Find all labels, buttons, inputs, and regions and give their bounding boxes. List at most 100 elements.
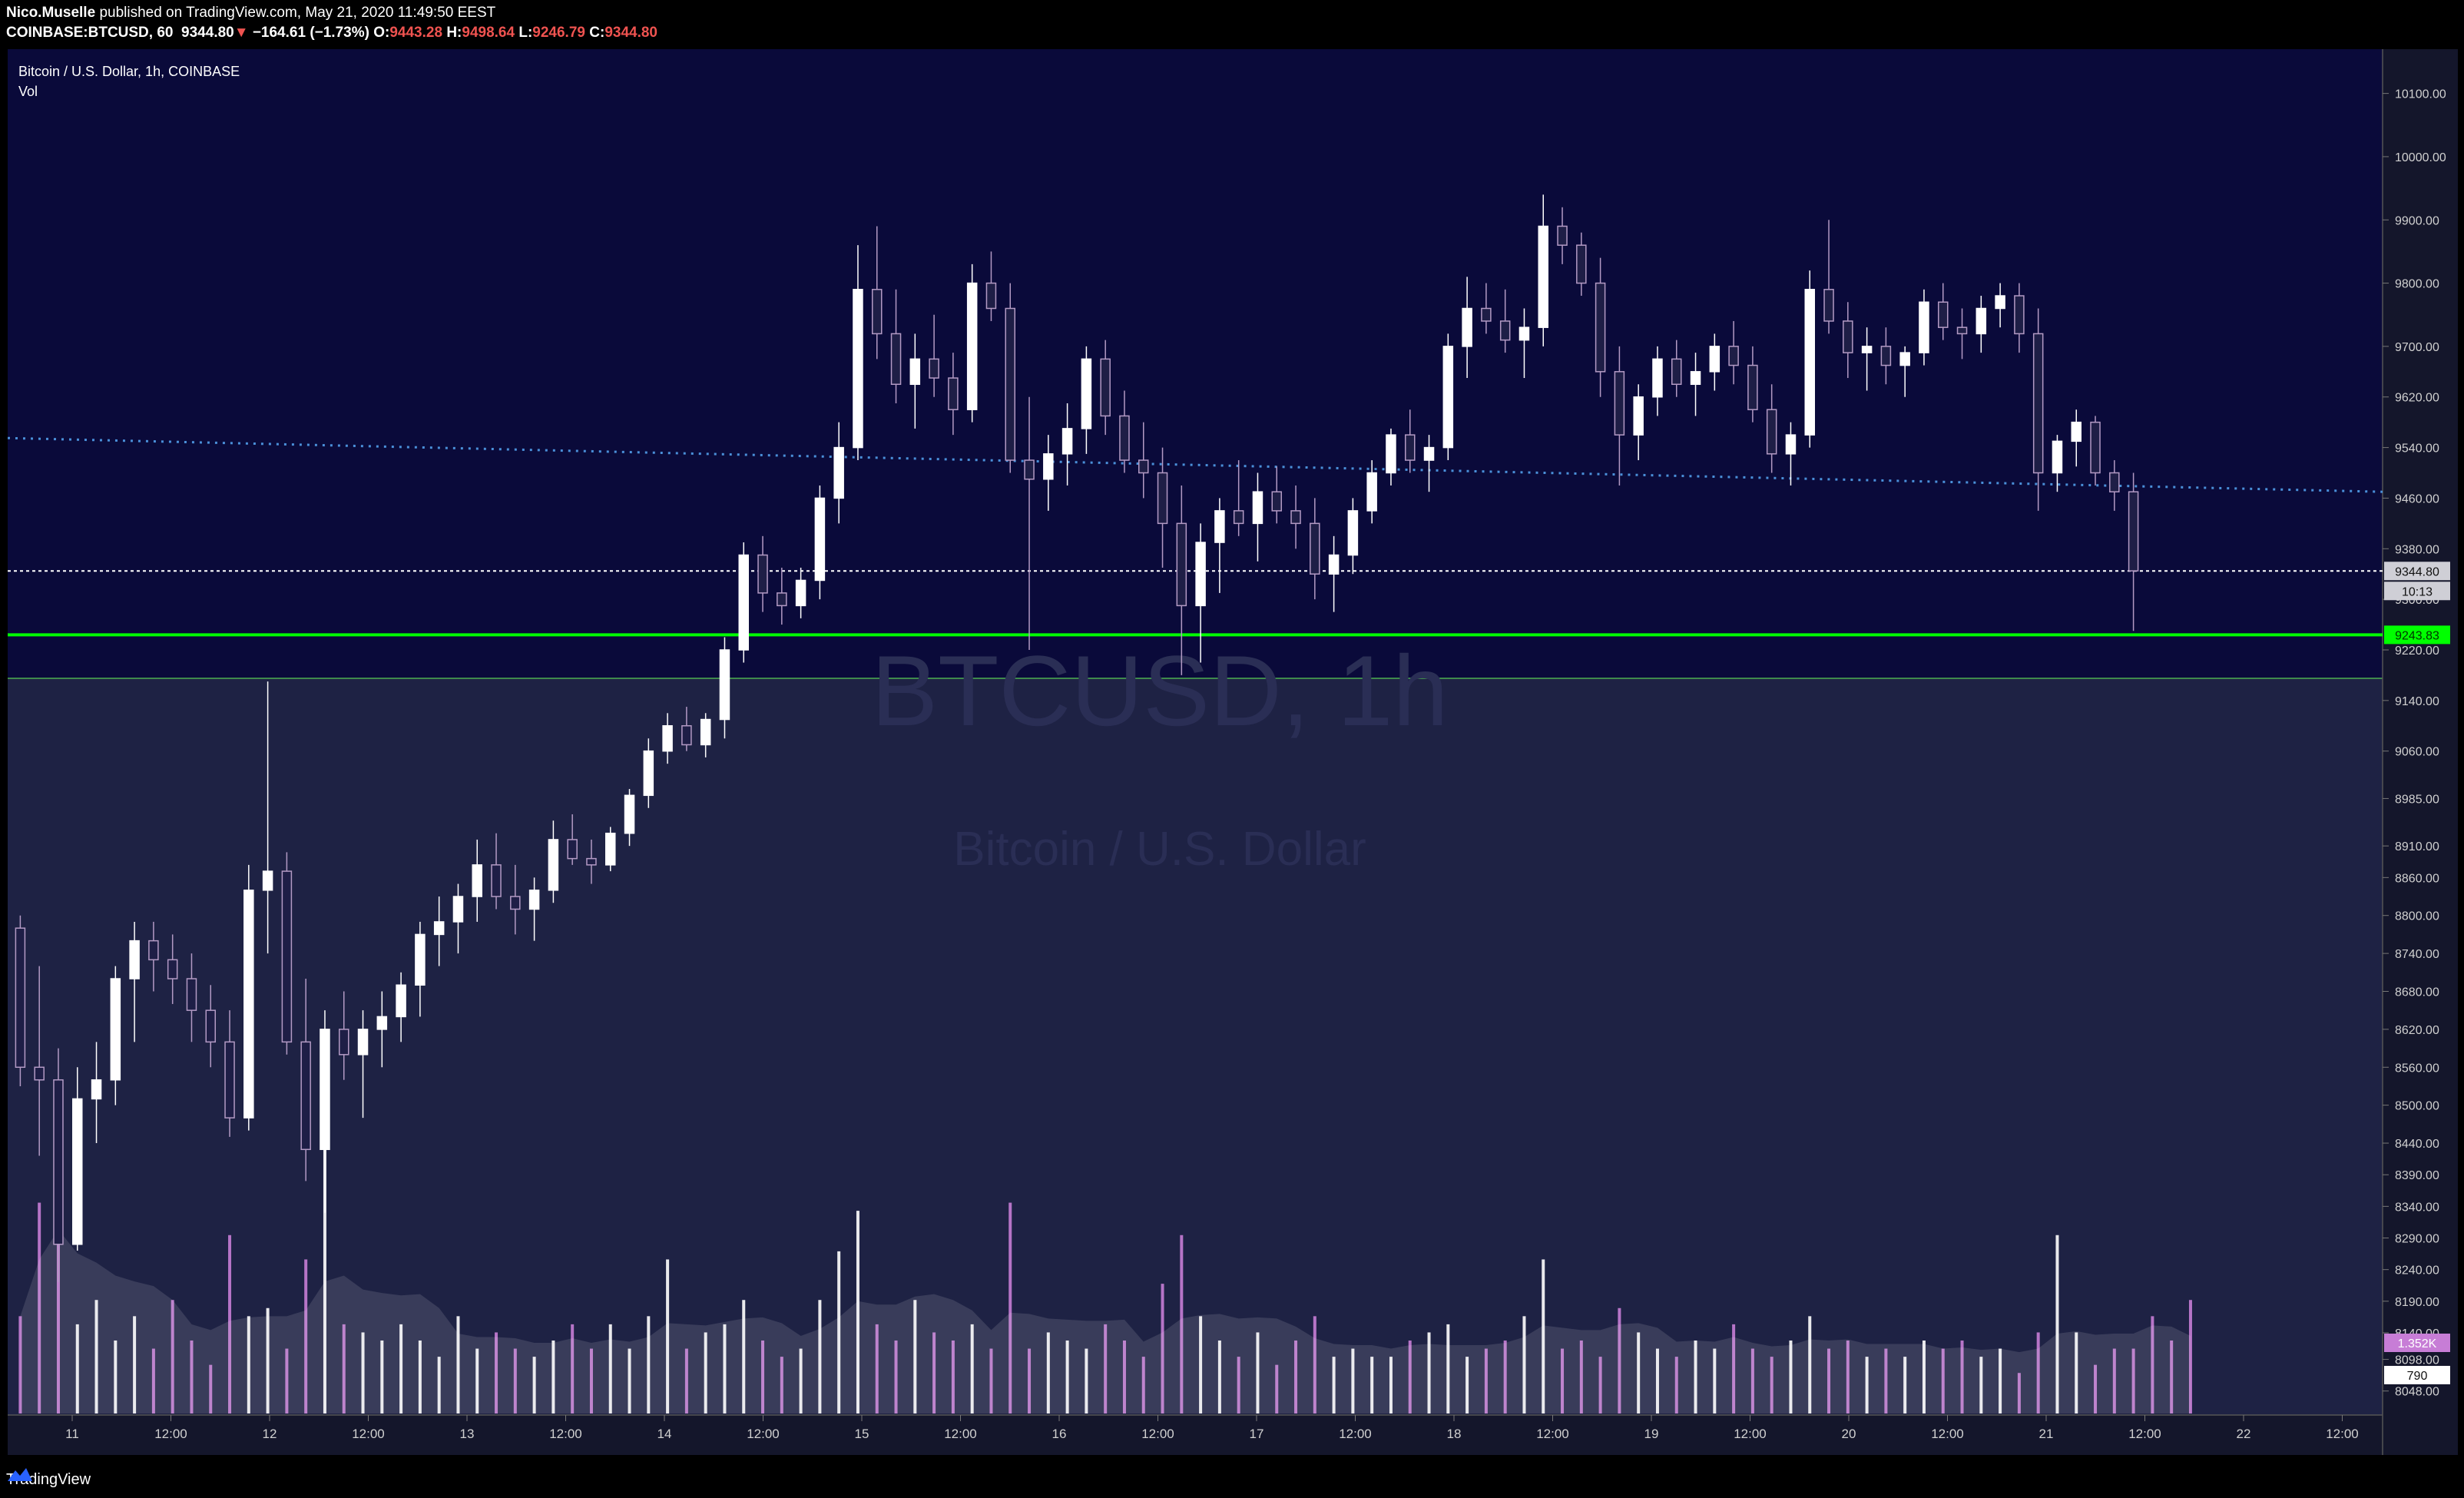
volume-bar — [1732, 1324, 1736, 1413]
y-tick-label: 8860.00 — [2395, 872, 2439, 885]
x-tick-label: 15 — [855, 1427, 869, 1441]
y-tick-label: 9540.00 — [2395, 442, 2439, 456]
candle-body — [1766, 409, 1777, 455]
y-tick-label: 8560.00 — [2395, 1062, 2439, 1075]
candle-body — [1595, 282, 1606, 373]
candle-body — [985, 282, 997, 310]
candle-body — [186, 978, 197, 1011]
volume-bar — [209, 1364, 213, 1413]
author-name[interactable]: Nico.Muselle — [6, 5, 96, 21]
y-tick-label: 9140.00 — [2395, 695, 2439, 708]
chart-area[interactable]: BTCUSD, 1h Bitcoin / U.S. Dollar 10100.00 1… — [8, 49, 2458, 1455]
volume-bar — [399, 1324, 403, 1413]
x-tick-label: 22 — [2237, 1427, 2251, 1441]
candle-body — [909, 358, 921, 386]
candle-body — [1214, 510, 1225, 543]
candle-body — [1671, 358, 1682, 386]
volume-bar — [190, 1341, 194, 1413]
volume-bar — [475, 1348, 479, 1413]
low-value: 9246.79 — [532, 25, 585, 41]
candle-body — [624, 794, 635, 834]
candle-body — [1061, 428, 1073, 455]
volume-bar — [589, 1348, 593, 1413]
candle-body — [890, 333, 902, 386]
volume-bar — [856, 1211, 859, 1413]
high-value: 9498.64 — [462, 25, 515, 41]
x-tick-label: 12:00 — [2326, 1427, 2359, 1441]
volume-bar — [361, 1332, 365, 1413]
legend-symbol[interactable]: Bitcoin / U.S. Dollar, 1h, COINBASE — [18, 64, 240, 79]
volume-bar — [628, 1348, 631, 1413]
volume-bar — [1427, 1332, 1431, 1413]
watermark-title: BTCUSD, 1h — [871, 635, 1448, 747]
x-tick-label: 12:00 — [1734, 1427, 1767, 1441]
candle-body — [1310, 522, 1320, 575]
volume-bar — [1846, 1341, 1850, 1413]
candle-body — [148, 940, 159, 961]
volume-bar — [342, 1324, 346, 1413]
volume-bar — [780, 1357, 783, 1413]
price-axis-bg — [2383, 49, 2458, 1455]
y-tick-label: 9060.00 — [2395, 746, 2439, 759]
volume-bar — [1256, 1332, 1260, 1413]
volume-bar — [1122, 1341, 1126, 1413]
candle-body — [1690, 371, 1701, 386]
candle-body — [929, 358, 939, 379]
y-tick-label: 8290.00 — [2395, 1233, 2439, 1246]
volume-bar — [1503, 1341, 1507, 1413]
volume-bar — [684, 1348, 688, 1413]
candle-body — [300, 1041, 311, 1151]
candle-body — [415, 933, 426, 986]
y-tick-label: 9700.00 — [2395, 341, 2439, 354]
volume-bar — [1827, 1348, 1831, 1413]
candle-body — [1386, 434, 1396, 474]
candle-body — [396, 984, 406, 1018]
volume-bar — [56, 1170, 60, 1413]
legend-volume[interactable]: Vol — [18, 84, 38, 99]
volume-bar — [1637, 1332, 1641, 1413]
candle-body — [1728, 346, 1739, 366]
candle-body — [738, 554, 749, 651]
volume-bar — [1542, 1259, 1545, 1413]
candle-body — [1614, 371, 1625, 436]
volume-bar — [1294, 1341, 1298, 1413]
candle-body — [34, 1066, 45, 1081]
y-tick-label: 8048.00 — [2395, 1386, 2439, 1399]
candle-body — [605, 832, 616, 866]
y-tick-label: 8985.00 — [2395, 793, 2439, 806]
volume-bar — [1446, 1324, 1450, 1413]
volume-bar — [894, 1341, 898, 1413]
candle-body — [339, 1029, 349, 1056]
y-tick-label: 8620.00 — [2395, 1024, 2439, 1037]
volume-bar — [1085, 1348, 1088, 1413]
x-tick-label: 12:00 — [1141, 1427, 1174, 1441]
volume-bar — [1979, 1357, 1983, 1413]
candle-body — [1633, 396, 1644, 436]
price-chart-svg[interactable]: BTCUSD, 1h Bitcoin / U.S. Dollar 10100.00 1… — [8, 49, 2458, 1455]
candle-body — [1100, 358, 1111, 417]
candle-body — [1919, 301, 1929, 353]
candle-body — [1709, 346, 1720, 373]
candle-body — [1518, 326, 1530, 341]
candle-body — [2052, 440, 2063, 474]
candle-body — [1576, 244, 1587, 284]
volume-bar — [1104, 1324, 1108, 1413]
tradingview-logo-icon[interactable] — [6, 1466, 34, 1483]
candle-body — [243, 890, 254, 1119]
lower-zone-bg — [8, 678, 2383, 1415]
candle-body — [1785, 434, 1797, 455]
y-tick-label: 10100.00 — [2395, 88, 2446, 101]
candle-body — [281, 870, 293, 1043]
x-tick-label: 14 — [657, 1427, 672, 1441]
volume-bar — [837, 1251, 841, 1413]
x-tick-label: 12:00 — [1931, 1427, 1964, 1441]
volume-bar — [513, 1348, 517, 1413]
candle-body — [1252, 491, 1263, 525]
volume-bar — [1598, 1357, 1602, 1413]
candle-body — [795, 579, 806, 607]
y-tick-label: 8910.00 — [2395, 840, 2439, 853]
volume-bar — [418, 1341, 422, 1413]
volume-bar — [1770, 1357, 1773, 1413]
candle-body — [72, 1098, 83, 1245]
y-tick-label: 8190.00 — [2395, 1296, 2439, 1309]
